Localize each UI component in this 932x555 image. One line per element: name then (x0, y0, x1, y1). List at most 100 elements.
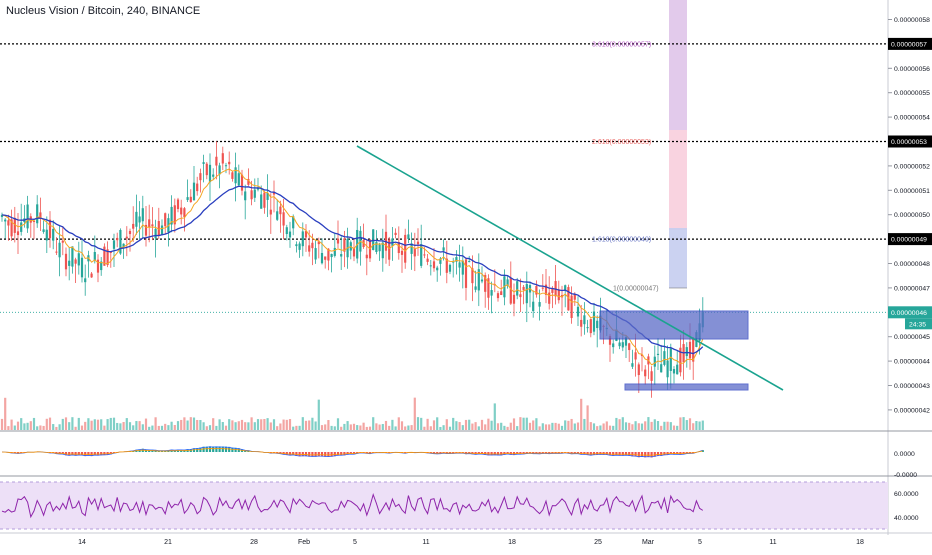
chart-title: Nucleus Vision / Bitcoin, 240, BINANCE (6, 5, 200, 17)
volume-bar (452, 418, 454, 430)
volume-bar (532, 420, 534, 430)
volume-bar (1, 419, 3, 430)
volume-bar (212, 418, 214, 430)
volume-bar (209, 425, 211, 430)
candle-body (459, 262, 461, 267)
ema-fast-line (2, 169, 703, 365)
volume-bar (507, 427, 509, 430)
volume-bar (78, 418, 80, 430)
volume-bar (631, 424, 633, 430)
candle-body (193, 183, 195, 201)
fib-level-label: 3.618(0.00000057) (592, 41, 651, 48)
candle-body (382, 243, 384, 259)
volume-bar (46, 419, 48, 430)
volume-bar (155, 417, 157, 430)
volume-bar (529, 423, 531, 430)
volume-bar (567, 421, 569, 430)
candle-body (628, 343, 630, 350)
candle-body (414, 249, 416, 257)
volume-bar (587, 405, 589, 430)
candle-body (660, 364, 662, 372)
time-tick-label: 21 (164, 539, 172, 546)
candle-body (126, 237, 128, 239)
volume-bar (516, 426, 518, 430)
volume-bar (372, 417, 374, 430)
volume-bar (603, 423, 605, 430)
time-tick-label: 18 (856, 539, 864, 546)
volume-bar (683, 417, 685, 430)
volume-bar (411, 425, 413, 430)
volume-bar (27, 423, 29, 430)
time-tick-label: 11 (769, 539, 776, 546)
candle-body (663, 351, 665, 365)
candle-body (468, 261, 470, 262)
candle-body (27, 205, 29, 229)
volume-bar (526, 418, 528, 430)
candle-body (596, 321, 598, 328)
candle-body (161, 226, 163, 236)
volume-bar (647, 417, 649, 430)
price-tick-label: 0.00000058 (894, 17, 930, 24)
candle-body (583, 315, 585, 324)
volume-bar (580, 399, 582, 430)
volume-bar (17, 422, 19, 430)
volume-bar (171, 422, 173, 430)
candle-body (65, 254, 67, 270)
volume-bar (702, 421, 704, 430)
volume-bar (113, 418, 115, 430)
candle-body (622, 342, 624, 347)
volume-bar (206, 426, 208, 430)
candle-body (33, 221, 35, 222)
volume-bar (375, 423, 377, 430)
candle-body (516, 281, 518, 295)
volume-bar (273, 419, 275, 430)
volume-bar (462, 425, 464, 430)
candle-body (46, 230, 48, 241)
volume-bar (625, 422, 627, 430)
candle-body (238, 173, 240, 185)
volume-bar (161, 426, 163, 430)
volume-bar (151, 426, 153, 430)
volume-bar (436, 417, 438, 430)
candle-body (62, 241, 64, 243)
volume-bar (635, 421, 637, 430)
candle-body (116, 238, 118, 240)
volume-bar (500, 423, 502, 430)
volume-bar (337, 418, 339, 430)
candle-body (244, 191, 246, 200)
volume-bar (449, 427, 451, 430)
candle-body (548, 293, 550, 304)
fib-level-label: 1(0.00000047) (613, 285, 659, 292)
level-price-label: 0.00000049 (891, 237, 927, 244)
volume-bar (327, 420, 329, 430)
candle-body (631, 363, 633, 367)
volume-bar (279, 423, 281, 430)
candle-body (667, 361, 669, 378)
volume-bar (548, 424, 550, 430)
volume-bar (670, 422, 672, 430)
volume-bar (404, 426, 406, 430)
volume-bar (673, 426, 675, 430)
candle-body (196, 184, 198, 192)
volume-bar (369, 427, 371, 430)
volume-bar (241, 420, 243, 430)
candle-body (279, 207, 281, 215)
volume-bar (619, 419, 621, 430)
volume-bar (187, 421, 189, 430)
candle-body (673, 369, 675, 373)
volume-bar (628, 423, 630, 430)
candle-body (481, 280, 483, 282)
candle-body (526, 284, 528, 303)
volume-bar (513, 418, 515, 430)
volume-bar (686, 420, 688, 430)
countdown-label: 24:35 (909, 321, 926, 328)
candle-body (52, 229, 54, 241)
volume-bar (427, 419, 429, 430)
volume-bar (484, 424, 486, 430)
volume-bar (542, 423, 544, 430)
candle-body (676, 365, 678, 375)
candle-body (276, 211, 278, 220)
volume-bar (142, 424, 144, 430)
volume-bar (564, 420, 566, 430)
